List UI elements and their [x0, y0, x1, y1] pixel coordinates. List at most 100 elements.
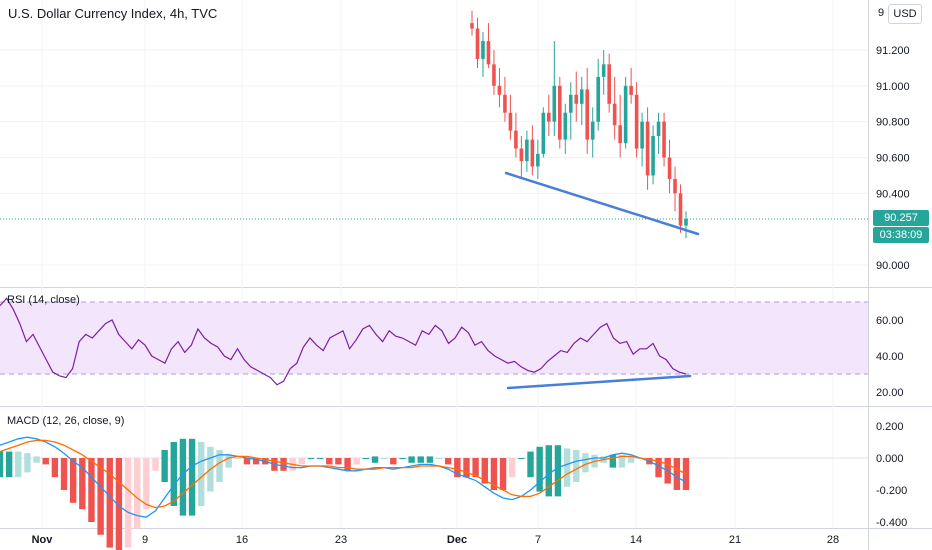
candle-body: [525, 139, 529, 162]
candle-body: [590, 121, 595, 140]
macd-histogram-bar: [234, 458, 242, 459]
candle-body: [662, 121, 666, 158]
macd-histogram-bar: [134, 458, 141, 529]
macd-histogram-bar: [106, 458, 113, 548]
candle-body: [618, 125, 622, 144]
macd-histogram-bar: [673, 458, 681, 490]
candle-body: [552, 85, 557, 122]
candle-body: [470, 23, 474, 29]
macd-histogram-bar: [435, 458, 443, 459]
macd-histogram-bar: [88, 458, 95, 522]
macd-histogram-bar: [527, 451, 534, 478]
price-tick-label: 90.600: [876, 153, 910, 165]
macd-histogram-bar: [115, 458, 123, 550]
candle-body: [481, 41, 485, 59]
time-axis-tick-label: Nov: [32, 534, 54, 546]
rsi-pane-label: RSI (14, close): [7, 294, 80, 306]
candle-body: [530, 139, 535, 167]
price-tick-label: 91.000: [876, 81, 910, 93]
candle-body: [656, 121, 661, 136]
candle-body: [596, 76, 601, 122]
time-axis-tick-label: 9: [142, 534, 148, 546]
macd-histogram-bar: [362, 458, 370, 459]
macd-histogram-bar: [582, 453, 589, 473]
macd-histogram-bar: [51, 458, 59, 478]
macd-tick-label: -0.400: [876, 517, 907, 529]
macd-histogram-bar: [454, 458, 461, 478]
macd-pane-label: MACD (12, 26, close, 9): [7, 415, 125, 427]
macd-histogram-bar: [408, 456, 415, 463]
macd-histogram-bar: [198, 442, 205, 506]
macd-histogram-bar: [252, 458, 260, 465]
candle-body: [497, 85, 502, 95]
candle-body: [536, 153, 540, 167]
macd-histogram-bar: [536, 446, 543, 492]
macd-histogram-bar: [316, 458, 324, 459]
macd-histogram-bar: [60, 458, 68, 490]
macd-histogram-bar: [124, 458, 132, 548]
candle-body: [601, 64, 606, 77]
time-axis-tick-label: 28: [827, 534, 839, 546]
candle-body: [579, 89, 584, 104]
macd-histogram-bar: [463, 458, 470, 478]
macd-histogram-bar: [655, 458, 662, 478]
candle-body: [492, 64, 496, 86]
candle-body: [612, 103, 617, 126]
macd-histogram-bar: [573, 450, 580, 482]
candle-body: [667, 157, 672, 179]
candle-body: [673, 179, 677, 194]
candle-body: [508, 112, 513, 131]
macd-histogram-bar: [243, 458, 251, 465]
macd-histogram-bar: [417, 456, 424, 463]
macd-histogram-bar: [326, 458, 333, 465]
macd-histogram-bar: [444, 458, 452, 465]
macd-tick-label: 0.000: [876, 453, 904, 465]
macd-histogram-bar: [545, 445, 552, 497]
macd-histogram-bar: [298, 458, 306, 465]
candle-body: [557, 85, 562, 140]
candle-body: [568, 94, 573, 113]
chart-title: U.S. Dollar Currency Index, 4h, TVC: [8, 6, 218, 21]
macd-histogram-bar: [216, 450, 223, 482]
candle-body: [634, 94, 639, 149]
last-price-tag: 90.257: [873, 210, 929, 226]
macd-tick-label: -0.200: [876, 485, 907, 497]
macd-histogram-bar: [225, 454, 232, 468]
macd-histogram-bar: [499, 458, 507, 490]
candle-body: [678, 193, 683, 226]
rsi-band: [0, 302, 868, 374]
countdown-tag: 03:38:09: [873, 227, 929, 243]
candle-body: [684, 218, 688, 226]
macd-histogram-bar: [380, 458, 388, 459]
macd-histogram-bar: [69, 458, 77, 503]
time-axis-tick-label: Dec: [447, 534, 467, 546]
candle-body: [623, 85, 628, 144]
macd-histogram-bar: [627, 456, 635, 463]
time-axis-tick-label: 14: [630, 534, 642, 546]
candle-body: [645, 121, 650, 176]
macd-histogram-bar: [353, 458, 360, 465]
macd-histogram-bar: [188, 438, 196, 516]
macd-histogram-bar: [509, 458, 516, 478]
candle-body: [585, 89, 590, 140]
price-trendline: [504, 171, 700, 236]
macd-histogram-bar: [554, 445, 562, 497]
time-axis-tick-label: 21: [729, 534, 741, 546]
price-tick-label: 91.200: [876, 45, 910, 57]
macd-histogram-bar: [143, 458, 150, 510]
price-axis-top-cut-label: 9: [878, 7, 885, 19]
macd-histogram-bar: [97, 458, 104, 535]
macd-histogram-bar: [15, 451, 22, 478]
macd-tick-label: 0.200: [876, 421, 904, 433]
macd-histogram-bar: [307, 458, 315, 459]
candle-body: [541, 112, 546, 154]
currency-button[interactable]: USD: [888, 4, 922, 24]
time-axis-tick-label: 23: [335, 534, 347, 546]
macd-histogram-bar: [426, 456, 434, 463]
candle-body: [640, 121, 644, 149]
candle-body: [563, 112, 568, 140]
macd-histogram-bar: [490, 458, 498, 490]
macd-histogram-bar: [170, 442, 177, 506]
signal-line: [0, 439, 687, 509]
